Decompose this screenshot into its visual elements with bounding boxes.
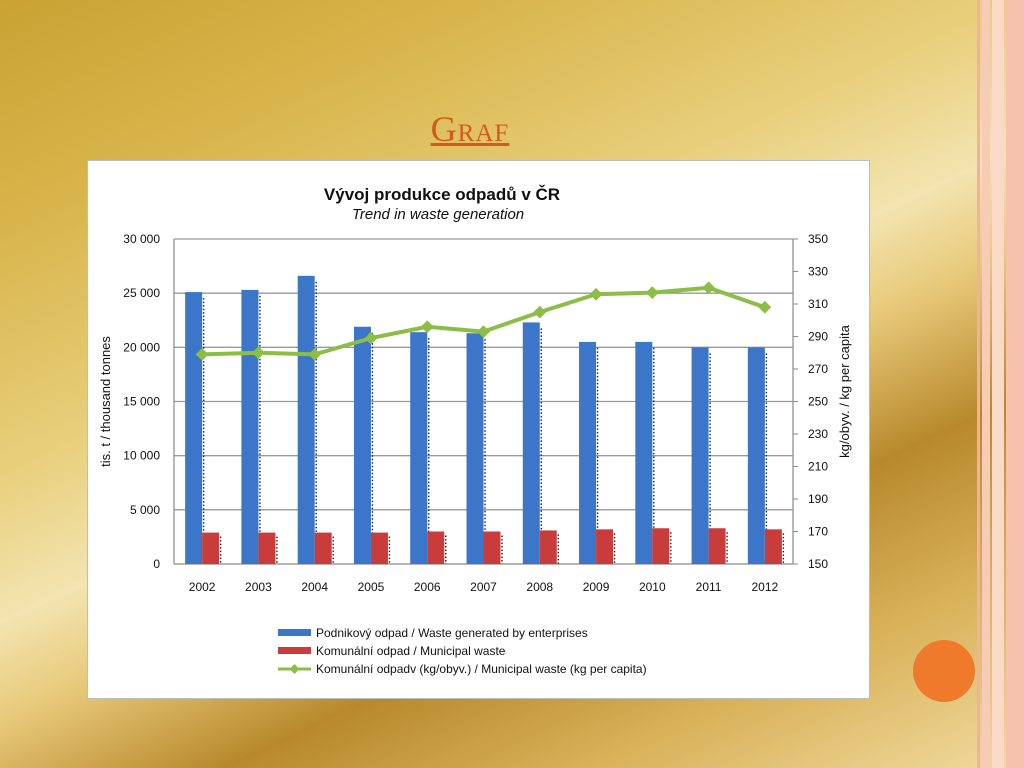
point-per-capita — [702, 281, 715, 295]
point-per-capita — [589, 287, 603, 301]
y2-tick-label: 290 — [808, 330, 828, 344]
orange-circle-decoration — [913, 640, 975, 702]
point-per-capita — [195, 348, 209, 361]
legend-marker-per-capita — [289, 664, 300, 674]
y-tick-label: 0 — [153, 557, 160, 571]
y2-tick-label: 190 — [808, 492, 828, 506]
point-per-capita — [645, 286, 659, 299]
y2-tick-label: 310 — [808, 297, 828, 311]
bar-enterprises — [635, 341, 653, 564]
y-tick-label: 20 000 — [123, 340, 160, 354]
legend-label-municipal: Komunální odpad / Municipal waste — [316, 644, 506, 658]
bar-municipal — [596, 529, 614, 564]
bar-enterprises — [297, 275, 315, 564]
y-tick-label: 10 000 — [123, 449, 160, 463]
y2-axis-label: kg/obyv. / kg per capita — [837, 324, 852, 457]
y2-tick-label: 270 — [808, 362, 828, 376]
point-per-capita — [364, 331, 378, 345]
x-tick-label: 2011 — [696, 580, 722, 594]
x-tick-label: 2002 — [189, 580, 216, 594]
y2-tick-label: 210 — [808, 460, 828, 474]
point-per-capita — [533, 305, 547, 319]
y-tick-label: 5 000 — [130, 503, 160, 517]
slide-title: Graf — [430, 109, 510, 149]
legend-swatch-enterprises — [278, 629, 311, 636]
x-tick-label: 2004 — [301, 580, 328, 594]
x-tick-label: 2007 — [470, 580, 497, 594]
legend-label-per-capita: Komunální odpadv (kg/obyv.) / Municipal … — [316, 662, 647, 676]
bar-municipal — [652, 528, 670, 564]
chart-frame: Vývoj produkce odpadů v ČR Trend in waste… — [87, 160, 870, 699]
y2-tick-label: 230 — [808, 427, 828, 441]
bar-municipal — [764, 529, 782, 564]
bar-enterprises — [747, 347, 765, 564]
bar-municipal — [539, 530, 557, 564]
bar-enterprises — [466, 333, 484, 564]
decorative-stripes — [974, 0, 1024, 768]
chart-subtitle: Trend in waste generation — [352, 206, 524, 223]
x-tick-label: 2006 — [414, 580, 441, 594]
x-tick-label: 2005 — [358, 580, 385, 594]
x-tick-label: 2012 — [752, 580, 779, 594]
bar-enterprises — [691, 347, 709, 564]
y2-tick-label: 250 — [808, 395, 828, 409]
y2-tick-label: 350 — [808, 232, 828, 246]
point-per-capita — [308, 348, 322, 361]
bar-municipal — [708, 528, 726, 564]
bar-municipal — [202, 532, 220, 564]
bar-enterprises — [579, 341, 597, 564]
waste-chart: Vývoj produkce odpadů v ČR Trend in waste… — [98, 185, 852, 676]
bar-enterprises — [522, 322, 540, 564]
bar-enterprises — [241, 289, 259, 564]
point-per-capita — [420, 320, 434, 334]
bar-municipal — [483, 531, 501, 564]
bar-municipal — [427, 531, 445, 564]
y-tick-label: 30 000 — [123, 232, 160, 246]
y-tick-label: 15 000 — [123, 395, 160, 409]
bar-municipal — [258, 532, 276, 564]
point-per-capita — [477, 325, 490, 338]
point-per-capita — [252, 346, 265, 360]
bar-enterprises — [353, 326, 371, 564]
y2-tick-label: 150 — [808, 557, 828, 571]
x-tick-label: 2008 — [526, 580, 553, 594]
y2-tick-label: 330 — [808, 265, 828, 279]
legend-label-enterprises: Podnikový odpad / Waste generated by ent… — [316, 626, 588, 640]
chart-title: Vývoj produkce odpadů v ČR — [324, 185, 560, 204]
bar-municipal — [314, 532, 332, 564]
bar-enterprises — [185, 292, 203, 564]
y-axis-label: tis. t / thousand tonnes — [98, 336, 113, 467]
y2-tick-label: 170 — [808, 525, 828, 539]
x-tick-label: 2010 — [639, 580, 666, 594]
point-per-capita — [758, 300, 772, 314]
x-tick-label: 2009 — [583, 580, 610, 594]
legend-swatch-municipal — [278, 647, 311, 654]
x-tick-label: 2003 — [245, 580, 272, 594]
y-tick-label: 25 000 — [123, 286, 160, 300]
bar-municipal — [370, 532, 388, 564]
bar-enterprises — [410, 332, 428, 564]
